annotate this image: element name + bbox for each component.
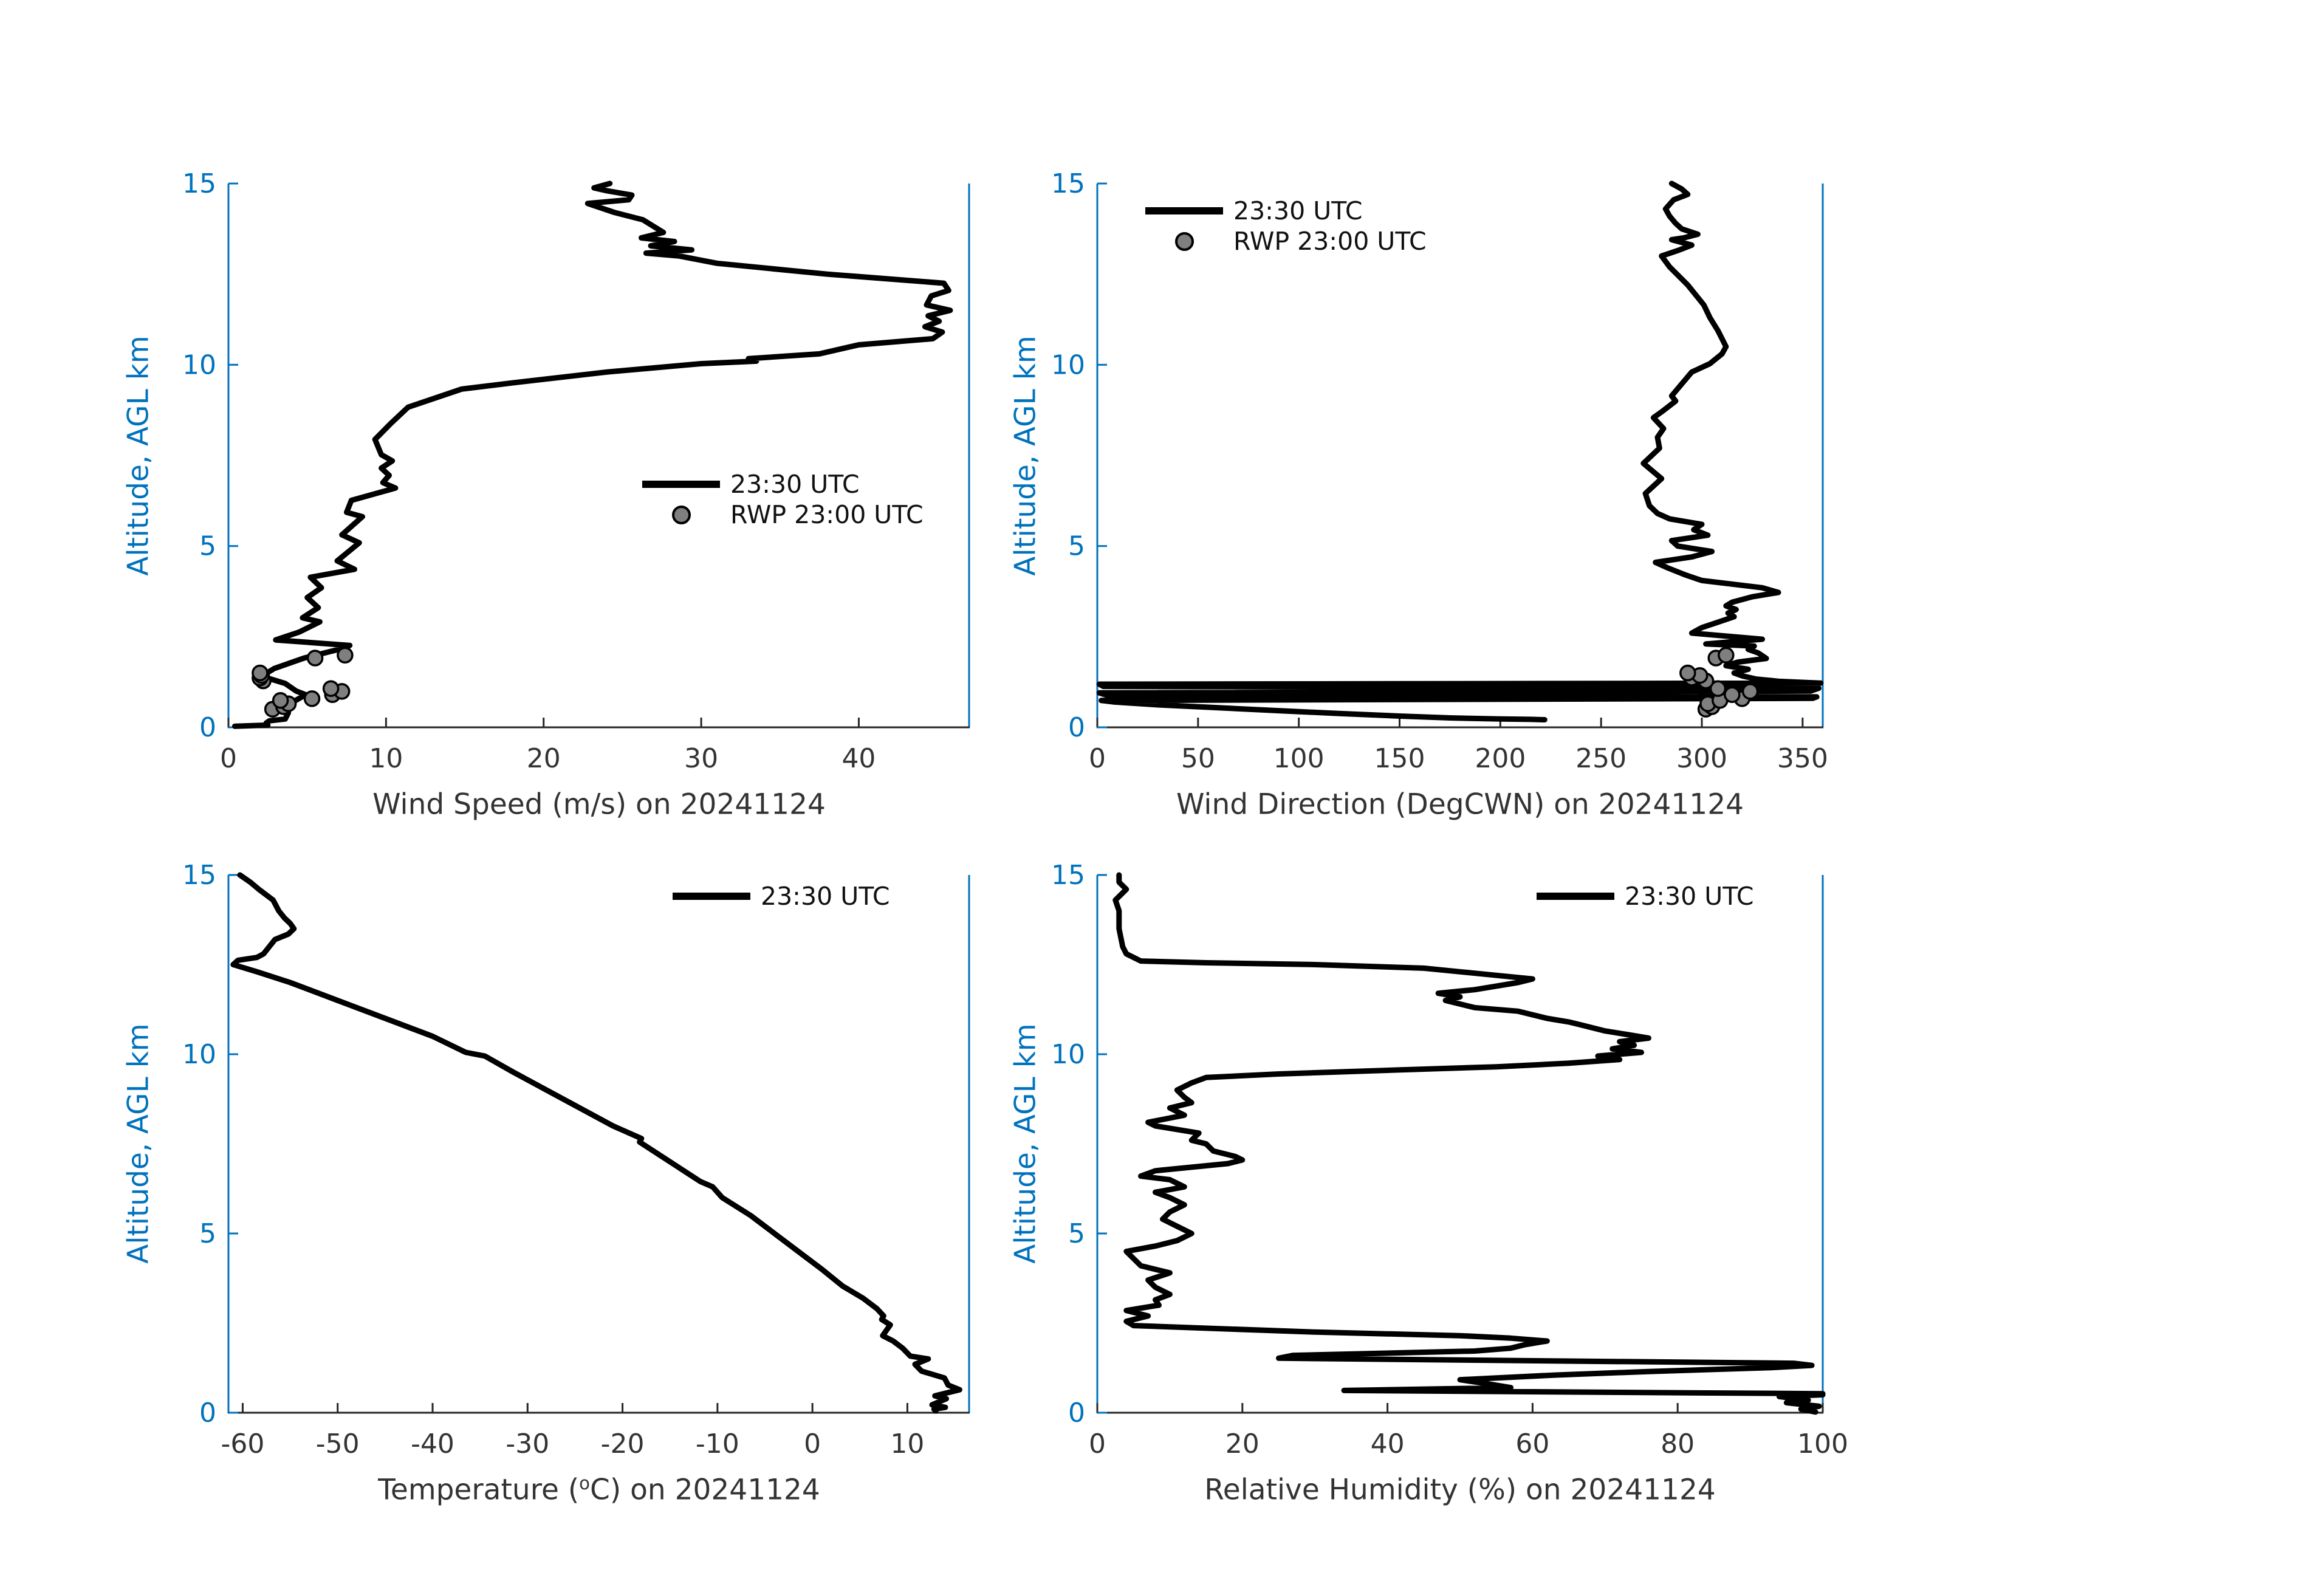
profile-line-temperature [230, 872, 962, 1414]
x-tick-label: 150 [1374, 743, 1425, 774]
legend-item-label: 23:30 UTC [761, 882, 890, 911]
legend-item-label: 23:30 UTC [1233, 196, 1363, 225]
x-tick-label: 20 [1225, 1429, 1260, 1460]
y-tick-label: 15 [182, 168, 216, 199]
rwp-marker [1724, 686, 1741, 704]
y-tick-label: 10 [182, 349, 216, 380]
x-tick-label: 30 [684, 743, 718, 774]
line-swatch-icon [1145, 207, 1224, 214]
y-tick-label: 0 [1068, 712, 1085, 743]
legend-item-label: 23:30 UTC [1625, 882, 1754, 911]
y-tick-label: 5 [1068, 531, 1085, 562]
rwp-marker [322, 680, 340, 697]
x-tick-label: 40 [1371, 1429, 1405, 1460]
line-swatch-icon [642, 481, 721, 488]
x-tick-label: 50 [1181, 743, 1215, 774]
x-tick-label: 80 [1661, 1429, 1695, 1460]
x-tick-label: 0 [1089, 743, 1106, 774]
x-tick-label: -60 [221, 1429, 265, 1460]
x-tick-label: -40 [411, 1429, 454, 1460]
y-tick-label: 0 [199, 712, 216, 743]
y-tick-label: 15 [1051, 168, 1085, 199]
panel-wind_direction: 0 50 100 150 200 250 300 350 0 5 10 15 [1051, 168, 1828, 774]
rwp-marker [303, 690, 321, 707]
x-tick-label: 40 [842, 743, 876, 774]
y-tick-label: 0 [199, 1398, 216, 1429]
legend-wind-direction: 23:30 UTC RWP 23:00 UTC [1145, 196, 1427, 256]
x-tick-label: 10 [369, 743, 403, 774]
line-swatch-icon [1536, 893, 1615, 900]
y-tick-label: 15 [182, 860, 216, 891]
x-tick-label: 100 [1273, 743, 1325, 774]
rwp-marker [1709, 680, 1727, 697]
y-tick-label: 5 [199, 1218, 216, 1249]
xlabel-humidity: Relative Humidity (%) on 20241124 [1204, 1473, 1716, 1507]
ylabel-temperature: Altitude, AGL km [122, 1023, 156, 1264]
xlabel-wind-speed: Wind Speed (m/s) on 20241124 [372, 787, 826, 822]
legend-humidity: 23:30 UTC [1536, 881, 1753, 911]
panel-temperature: -60 -50 -40 -30 -20 -10 0 10 0 5 10 15 [182, 860, 970, 1460]
x-tick-label: -50 [316, 1429, 360, 1460]
y-tick-label: 5 [1068, 1218, 1085, 1249]
legend-item-sounding: 23:30 UTC [672, 881, 889, 911]
x-tick-label: 100 [1797, 1429, 1848, 1460]
ylabel-wind-direction: Altitude, AGL km [1009, 335, 1043, 576]
line-swatch-icon [672, 893, 751, 900]
rwp-marker [1741, 683, 1759, 700]
x-tick-label: 300 [1676, 743, 1727, 774]
ylabel-wind-speed: Altitude, AGL km [122, 335, 156, 576]
profile-line-wind_direction [1096, 180, 1824, 722]
x-tick-label: 200 [1475, 743, 1526, 774]
legend-item-label: RWP 23:00 UTC [730, 500, 924, 529]
y-tick-label: 5 [199, 531, 216, 562]
y-tick-label: 10 [182, 1039, 216, 1070]
y-tick-label: 10 [1051, 1039, 1085, 1070]
xlabel-temperature: Temperature (oC) on 20241124 [378, 1473, 820, 1507]
x-tick-label: 0 [1089, 1429, 1106, 1460]
legend-item-rwp: RWP 23:00 UTC [642, 499, 924, 530]
profile-line-relative_humidity [1112, 872, 1826, 1415]
y-tick-label: 0 [1068, 1398, 1085, 1429]
panel-relative_humidity: 0 20 40 60 80 100 0 5 10 15 [1051, 860, 1848, 1460]
rwp-marker [1679, 664, 1696, 682]
y-tick-label: 10 [1051, 349, 1085, 380]
x-tick-label: 0 [220, 743, 237, 774]
x-tick-label: 350 [1777, 743, 1828, 774]
profile-line-wind_speed [231, 180, 953, 729]
panel-wind_speed: 0 10 20 30 40 0 5 10 15 [182, 168, 970, 774]
xlabel-wind-direction: Wind Direction (DegCWN) on 20241124 [1176, 787, 1744, 822]
legend-wind-speed: 23:30 UTC RWP 23:00 UTC [642, 469, 924, 530]
rwp-marker [1718, 647, 1735, 664]
x-tick-label: -10 [696, 1429, 739, 1460]
rwp-marker [337, 647, 354, 664]
legend-item-sounding: 23:30 UTC [1536, 881, 1753, 911]
legend-item-rwp: RWP 23:00 UTC [1145, 226, 1427, 256]
x-tick-label: 0 [804, 1429, 821, 1460]
ylabel-humidity: Altitude, AGL km [1009, 1023, 1043, 1264]
marker-swatch-icon [642, 505, 721, 524]
legend-item-label: 23:30 UTC [730, 470, 860, 499]
legend-item-sounding: 23:30 UTC [642, 469, 924, 499]
rwp-marker [272, 692, 289, 709]
rwp-marker [306, 650, 324, 667]
legend-item-sounding: 23:30 UTC [1145, 196, 1427, 226]
legend-item-label: RWP 23:00 UTC [1233, 227, 1427, 256]
y-tick-label: 15 [1051, 860, 1085, 891]
rwp-marker [252, 664, 269, 682]
legend-temperature: 23:30 UTC [672, 881, 889, 911]
x-tick-label: 20 [527, 743, 561, 774]
x-tick-label: -20 [601, 1429, 645, 1460]
x-tick-label: 10 [890, 1429, 924, 1460]
x-tick-label: 60 [1515, 1429, 1549, 1460]
marker-swatch-icon [1145, 232, 1224, 251]
x-tick-label: -30 [506, 1429, 549, 1460]
x-tick-label: 250 [1575, 743, 1626, 774]
